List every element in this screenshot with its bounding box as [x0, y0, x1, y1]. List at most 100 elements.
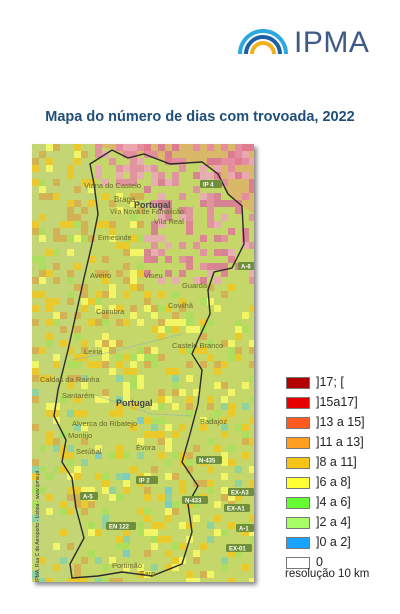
map-cell	[235, 172, 242, 179]
map-cell	[228, 151, 235, 158]
map-cell	[249, 186, 254, 193]
map-cell	[67, 200, 74, 207]
map-cell	[109, 487, 116, 494]
svg-text:EX-01: EX-01	[229, 546, 246, 552]
map-cell	[221, 144, 228, 151]
map-cell	[214, 172, 221, 179]
map-cell	[200, 319, 207, 326]
map-cell	[53, 249, 60, 256]
map-cell	[74, 151, 81, 158]
map-cell	[88, 319, 95, 326]
legend-swatch	[286, 377, 310, 389]
svg-text:EX-A3: EX-A3	[231, 490, 249, 496]
map-cell	[165, 179, 172, 186]
place-label: Montijo	[68, 431, 92, 440]
legend-label: ]13 a 15]	[316, 415, 365, 429]
map-cell	[74, 312, 81, 319]
map-cell	[200, 298, 207, 305]
map-cell	[137, 375, 144, 382]
map-cell	[130, 158, 137, 165]
map-cell	[53, 354, 60, 361]
map-cell	[32, 424, 39, 431]
map-cell	[228, 403, 235, 410]
map-cell	[95, 452, 102, 459]
map-cell	[116, 410, 123, 417]
map-cell	[193, 186, 200, 193]
map-cell	[102, 508, 109, 515]
map-cell	[207, 158, 214, 165]
map-cell	[67, 494, 74, 501]
map-cell	[67, 207, 74, 214]
map-cell	[60, 340, 67, 347]
map-cell	[228, 256, 235, 263]
map-cell	[116, 340, 123, 347]
map-cell	[116, 305, 123, 312]
map-cell	[158, 179, 165, 186]
map-cell	[109, 494, 116, 501]
map-cell	[88, 298, 95, 305]
map-cell	[158, 333, 165, 340]
map-cell	[235, 151, 242, 158]
map-cell	[249, 417, 254, 424]
map-cell	[186, 263, 193, 270]
place-label: Guarda	[182, 281, 208, 290]
map-cell	[214, 515, 221, 522]
map-cell	[39, 151, 46, 158]
map-cell	[200, 347, 207, 354]
map-cell	[207, 340, 214, 347]
map-cell	[158, 207, 165, 214]
map-cell	[151, 179, 158, 186]
map-cell	[235, 354, 242, 361]
map-cell	[60, 221, 67, 228]
map-cell	[172, 431, 179, 438]
map-cell	[95, 291, 102, 298]
map-cell	[95, 270, 102, 277]
map-cell	[214, 410, 221, 417]
map-cell	[214, 368, 221, 375]
map-cell	[200, 235, 207, 242]
map-cell	[74, 354, 81, 361]
map-cell	[158, 200, 165, 207]
map-cell	[151, 536, 158, 543]
map-cell	[242, 382, 249, 389]
map-cell	[137, 417, 144, 424]
map-cell	[130, 214, 137, 221]
map-cell	[158, 494, 165, 501]
map-cell	[81, 284, 88, 291]
map-cell	[228, 522, 235, 529]
map-cell	[88, 235, 95, 242]
map-cell	[130, 368, 137, 375]
map-cell	[214, 382, 221, 389]
map-cell	[249, 277, 254, 284]
map-cell	[144, 151, 151, 158]
map-cell	[249, 242, 254, 249]
map-cell	[144, 354, 151, 361]
map-cell	[221, 494, 228, 501]
road-badge: A-6	[238, 262, 254, 270]
map-cell	[102, 319, 109, 326]
map-cell	[221, 452, 228, 459]
map-cell	[74, 487, 81, 494]
map-cell	[95, 172, 102, 179]
map-cell	[186, 228, 193, 235]
map-cell	[102, 515, 109, 522]
map-cell	[158, 291, 165, 298]
map-cell	[123, 389, 130, 396]
legend-swatch	[286, 397, 310, 409]
map-cell	[193, 501, 200, 508]
map-cell	[172, 473, 179, 480]
map-cell	[123, 144, 130, 151]
map-cell	[60, 396, 67, 403]
map-cell	[186, 571, 193, 578]
map-cell	[95, 340, 102, 347]
map-cell	[39, 347, 46, 354]
map-cell	[151, 347, 158, 354]
map-cell	[32, 368, 39, 375]
map-cell	[165, 424, 172, 431]
map-cell	[242, 403, 249, 410]
map-cell	[39, 291, 46, 298]
map-cell	[130, 375, 137, 382]
map-cell	[137, 144, 144, 151]
map-cell	[151, 235, 158, 242]
map-cell	[221, 396, 228, 403]
